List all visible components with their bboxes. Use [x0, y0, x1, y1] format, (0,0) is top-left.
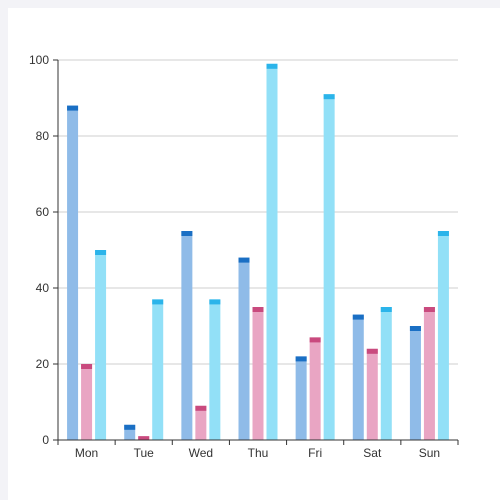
- bar: [423, 307, 435, 440]
- bar-cap: [95, 250, 107, 255]
- bar-cap: [323, 94, 335, 100]
- chart-card: 0 20 40 60 80 100 Mon Tue Wed Thu Fri Sat Sun: [8, 8, 500, 500]
- tick-labels: 0 20 40 60 80 100 Mon Tue Wed Thu Fri Sat Sun: [29, 53, 440, 460]
- x-tick-label: Tue: [134, 446, 155, 460]
- bar-cap: [152, 299, 164, 305]
- bar-cap: [209, 299, 221, 305]
- bar-cap: [266, 63, 278, 69]
- bar: [323, 94, 335, 440]
- x-tick-label: Thu: [248, 446, 269, 460]
- bar: [252, 307, 264, 440]
- bar-cap: [138, 436, 150, 440]
- bar: [295, 356, 307, 440]
- y-tick-label: 100: [29, 53, 49, 67]
- bar-cap: [238, 257, 250, 263]
- y-tick-label: 40: [36, 281, 50, 295]
- bar-chart: 0 20 40 60 80 100 Mon Tue Wed Thu Fri Sat Sun: [29, 53, 459, 460]
- bar: [95, 250, 107, 440]
- bar-cap: [352, 314, 364, 320]
- bar: [352, 314, 364, 440]
- bar: [409, 326, 421, 440]
- bar-cap: [181, 231, 193, 236]
- bar-cap: [423, 307, 435, 312]
- y-tick-label: 20: [36, 357, 50, 371]
- bar: [67, 105, 79, 440]
- y-tick-label: 60: [36, 205, 50, 219]
- bar-cap: [81, 364, 93, 369]
- y-tick-label: 0: [42, 433, 49, 447]
- bar: [238, 257, 250, 440]
- x-tick-label: Wed: [189, 446, 213, 460]
- bar: [437, 231, 449, 440]
- bar-series: [67, 63, 449, 441]
- bar-cap: [437, 231, 449, 236]
- bar-cap: [195, 405, 207, 411]
- bar-cap: [124, 424, 136, 430]
- y-tick-label: 80: [36, 129, 50, 143]
- bar: [81, 364, 93, 440]
- bar: [266, 63, 278, 441]
- bar-cap: [309, 337, 321, 343]
- bar-cap: [67, 105, 79, 111]
- x-tick-label: Sun: [419, 446, 440, 460]
- bar: [366, 348, 378, 440]
- bar-cap: [295, 356, 307, 362]
- x-tick-label: Sat: [363, 446, 382, 460]
- axes: [53, 59, 459, 445]
- bar: [195, 405, 207, 440]
- bar-cap: [409, 326, 421, 331]
- bar-cap: [366, 348, 378, 354]
- bar: [124, 424, 136, 440]
- bar-cap: [252, 307, 264, 312]
- bar: [181, 231, 193, 440]
- bar-cap: [380, 307, 392, 312]
- bar: [209, 299, 221, 440]
- bar: [152, 299, 164, 440]
- x-tick-label: Fri: [308, 446, 322, 460]
- bar: [309, 337, 321, 440]
- x-tick-label: Mon: [75, 446, 98, 460]
- bar: [380, 307, 392, 440]
